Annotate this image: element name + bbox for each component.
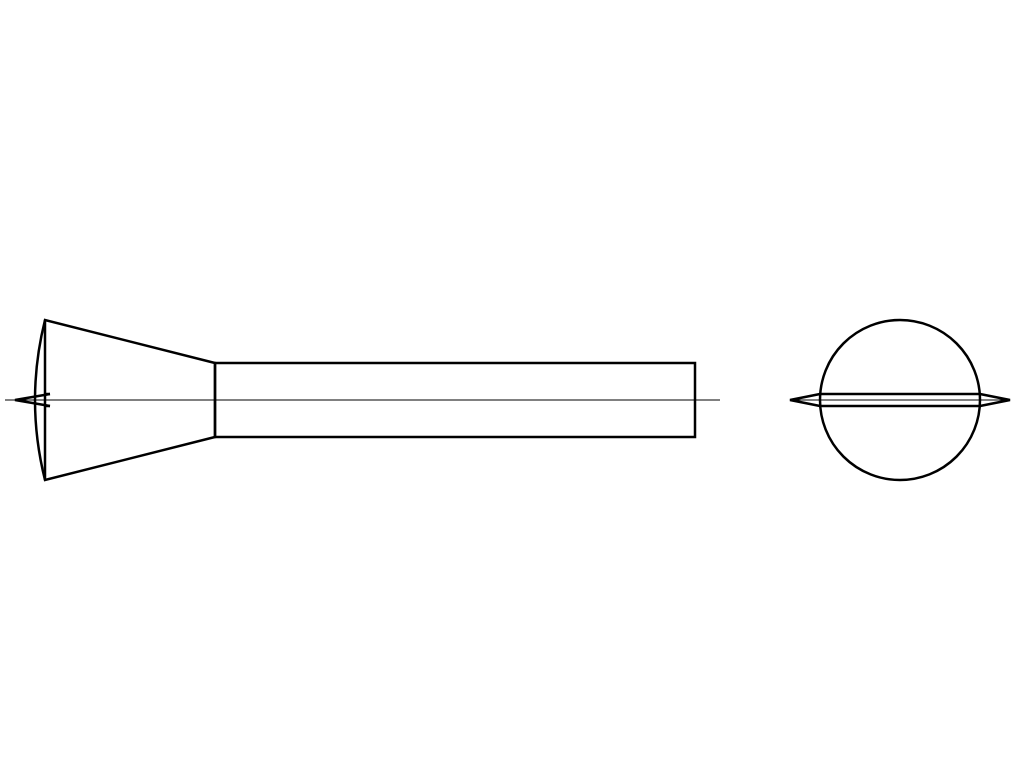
- screw-technical-drawing: [0, 0, 1024, 768]
